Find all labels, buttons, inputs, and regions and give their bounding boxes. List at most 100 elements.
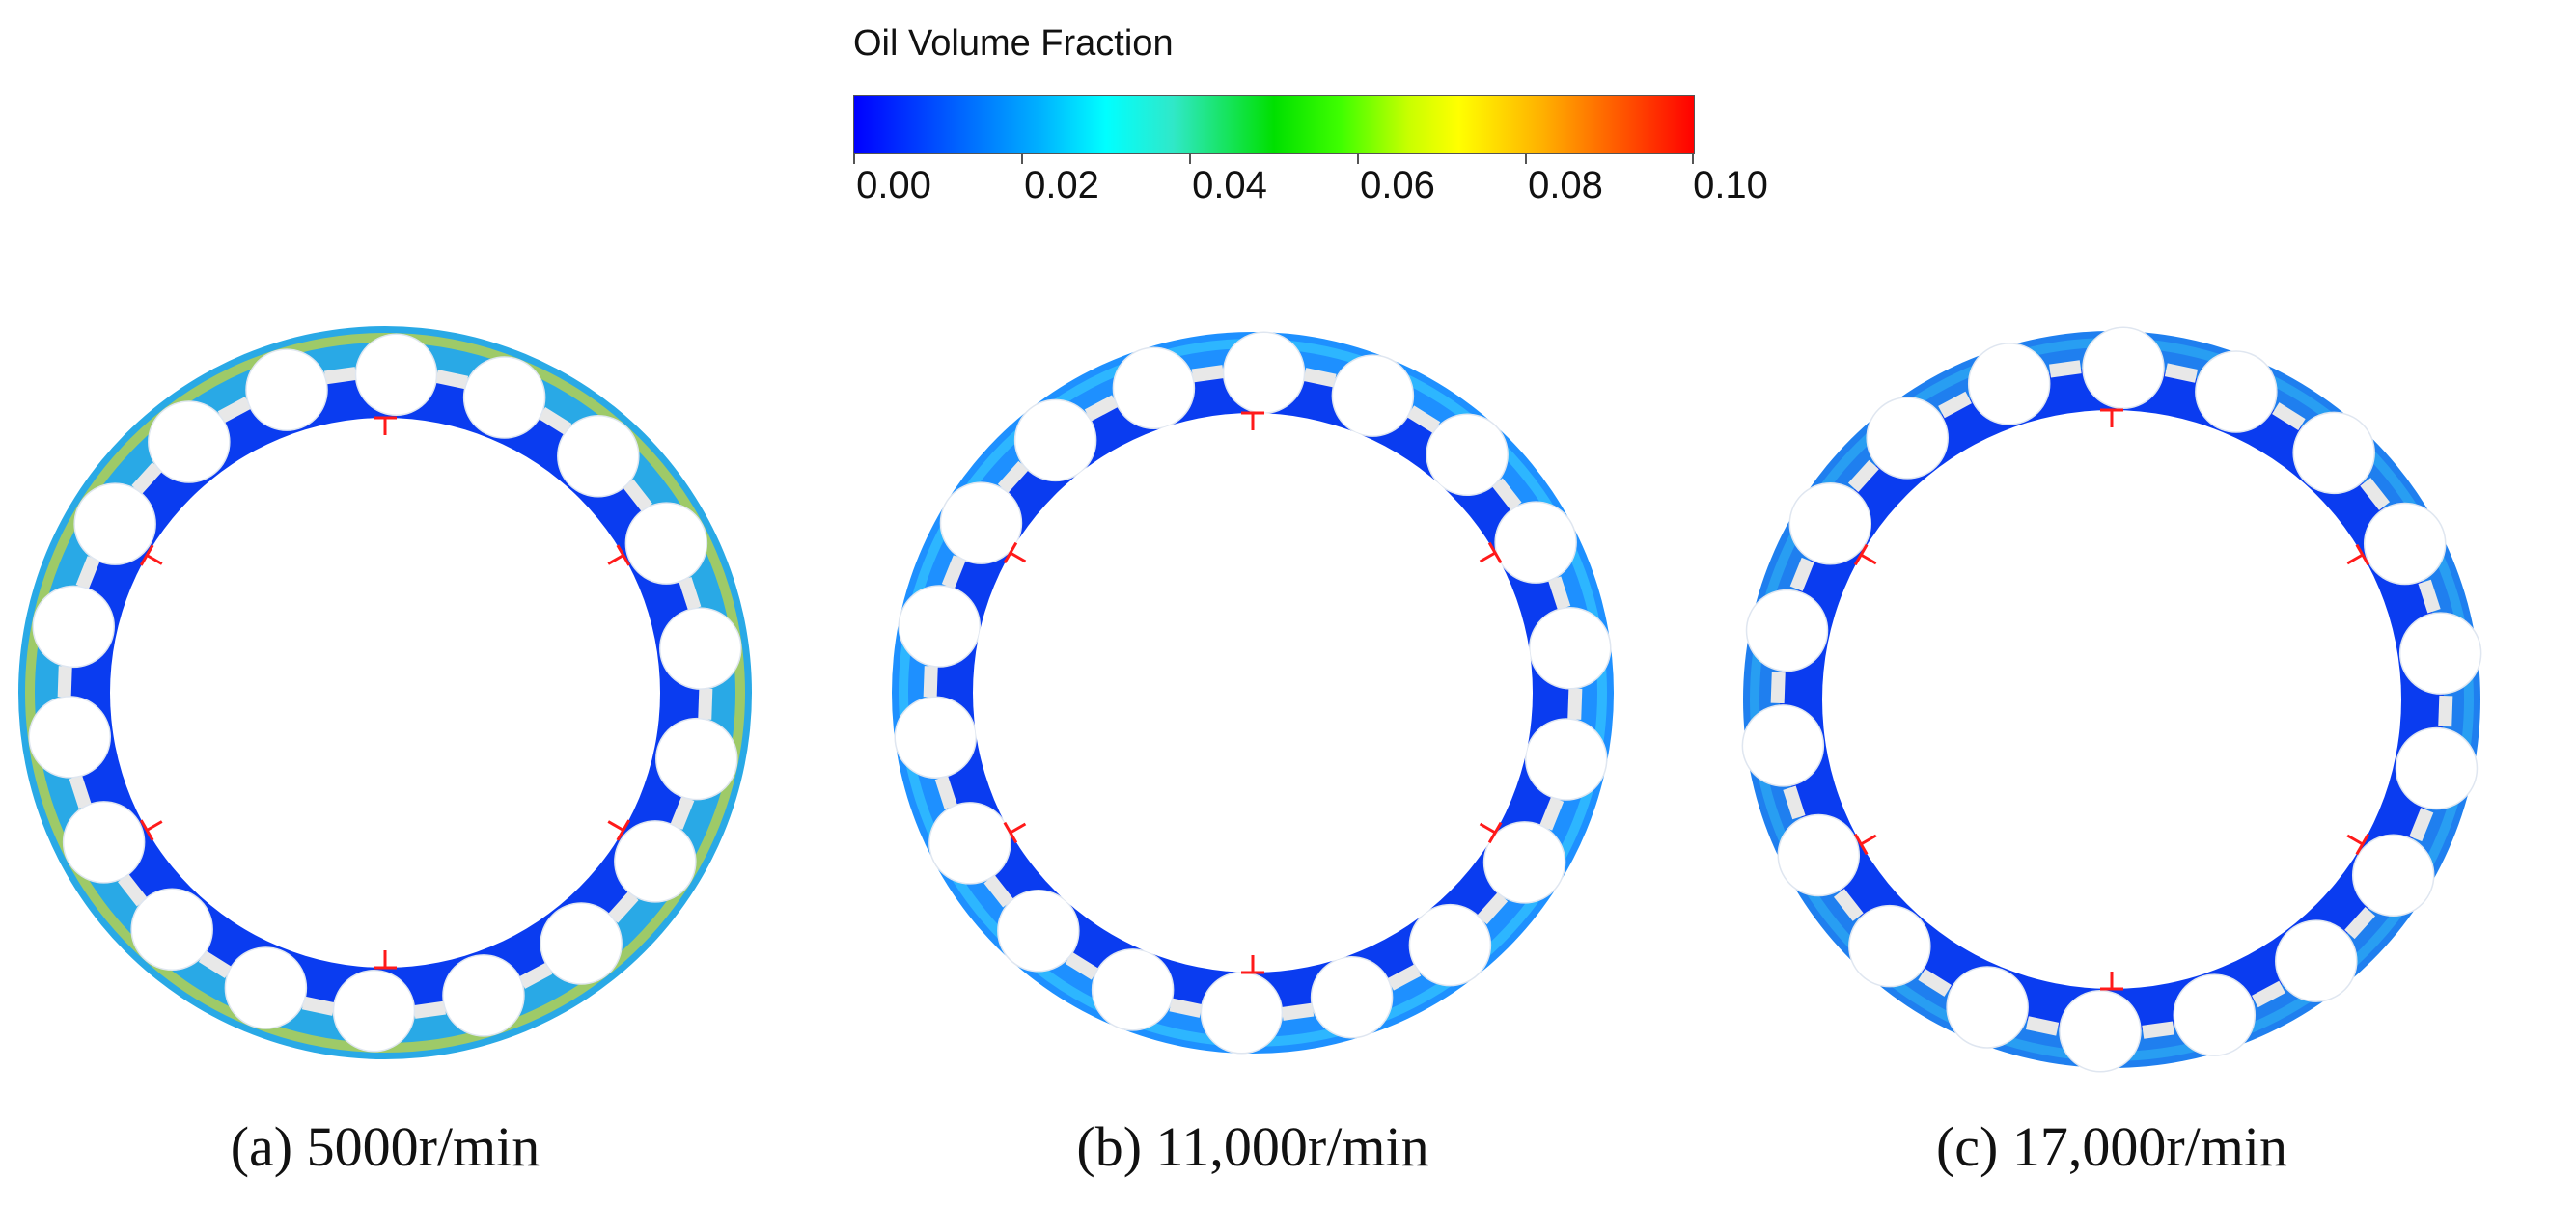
roller [1848, 904, 1931, 988]
roller [2059, 990, 2142, 1073]
cage-bridge [1847, 459, 1879, 493]
cage-bridge [1789, 557, 1814, 591]
roller [2275, 919, 2358, 1002]
roller [73, 482, 156, 565]
cage-bridge [301, 996, 336, 1016]
colorbar-title: Oil Volume Fraction [853, 23, 1174, 64]
roller [1222, 331, 1306, 414]
roller [1013, 398, 1097, 482]
inner-race [1822, 410, 2401, 989]
colorbar-tick-label: 0.00 [856, 164, 931, 206]
nozzle-marker [1479, 822, 1496, 835]
cage-bridge [923, 666, 938, 698]
roller [2398, 612, 2482, 695]
roller [354, 333, 438, 416]
cage-bridge [1938, 391, 1972, 419]
colorbar-tick [1692, 154, 1694, 164]
colorbar-tick [1357, 154, 1359, 164]
cage-bridge [1406, 405, 1441, 434]
colorbar-tick-label: 0.02 [1024, 164, 1099, 206]
nozzle-marker [1860, 553, 1877, 565]
cage-bridge [2142, 1021, 2174, 1039]
roller [1866, 397, 1949, 480]
roller [2363, 502, 2447, 586]
cage-bridge [1539, 796, 1565, 831]
roller [462, 356, 546, 439]
inner-race [973, 413, 1533, 973]
roller [1777, 813, 1861, 897]
cage-bridge [2344, 906, 2376, 940]
cage-bridge [2438, 695, 2453, 727]
cage-bridge [69, 775, 92, 809]
roller [1091, 948, 1175, 1031]
roller [332, 970, 416, 1053]
roller [2351, 834, 2435, 918]
inner-race [110, 418, 660, 968]
cage-bridge [2164, 363, 2199, 383]
cage-bridge [2272, 402, 2306, 430]
bearing-ring-b [892, 331, 1614, 1055]
nozzle-marker [1860, 834, 1877, 846]
roller [2173, 973, 2257, 1056]
cage-bridge [1303, 368, 1337, 388]
cage-bridge [2025, 1016, 2060, 1036]
colorbar-tick-label: 0.04 [1192, 164, 1267, 206]
cage-bridge [1548, 576, 1571, 611]
roller [32, 585, 115, 669]
cage-bridge [1918, 969, 1952, 997]
colorbar-tick [1021, 154, 1023, 164]
colorbar [853, 95, 1695, 154]
cage-bridge [983, 874, 1014, 908]
roller [1426, 413, 1509, 497]
colorbar-tick-label: 0.06 [1360, 164, 1435, 206]
roller [224, 946, 308, 1029]
cage-bridge [434, 370, 469, 390]
roller [1529, 607, 1612, 690]
cage-bridge [75, 556, 100, 590]
cage-bridge [670, 795, 695, 830]
cage-bridge [679, 577, 702, 611]
cage-bridge [1084, 395, 1119, 422]
roller [659, 607, 742, 690]
colorbar-tick-label: 0.08 [1528, 164, 1603, 206]
nozzle-marker [146, 820, 163, 832]
roller [540, 902, 623, 985]
cage-bridge [997, 460, 1029, 494]
roller [1524, 718, 1608, 801]
cage-bridge [941, 555, 966, 589]
cage-bridge [1783, 785, 1806, 820]
cage-bridge [1191, 365, 1225, 383]
cage-bridge [2049, 360, 2082, 378]
roller [245, 348, 328, 431]
roller [28, 696, 111, 779]
cage-bridge [1169, 998, 1203, 1018]
bearing-ring-a [18, 326, 752, 1059]
roller [1200, 972, 1284, 1055]
colorbar-tick-label: 0.10 [1693, 164, 1768, 206]
cage-bridge [57, 666, 72, 698]
roller [1745, 589, 1829, 672]
roller [1331, 354, 1415, 437]
roller [1482, 821, 1566, 904]
nozzle-marker [1479, 551, 1496, 563]
roller [1946, 966, 2029, 1049]
nozzle-marker [146, 554, 163, 565]
cage-bridge [1281, 1002, 1315, 1021]
roller [898, 585, 982, 668]
roller [1967, 343, 2051, 425]
roller [130, 888, 213, 971]
roller [1788, 481, 1872, 565]
nozzle-marker [607, 554, 624, 565]
cage-bridge [623, 479, 652, 512]
cage-bridge [538, 407, 572, 435]
bearing-ring-c [1741, 326, 2482, 1073]
cage-bridge [118, 873, 148, 907]
cage-bridge [518, 962, 553, 989]
roller [148, 400, 231, 483]
colorbar-tick [1189, 154, 1191, 164]
cage-bridge [1491, 478, 1522, 511]
roller [2082, 326, 2165, 409]
cage-bridge [217, 397, 252, 424]
roller [1741, 704, 1825, 787]
